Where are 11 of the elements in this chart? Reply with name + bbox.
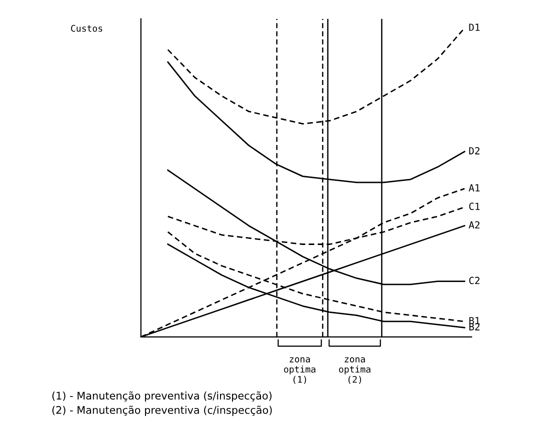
series-label: C1 <box>469 202 480 210</box>
series-label: A2 <box>468 221 480 228</box>
text: (2) - Manutenção preventiva (c/inspecção) <box>52 406 272 416</box>
text: zona optima (2) <box>339 357 370 384</box>
series-label: C2 <box>469 276 480 284</box>
y-axis-title: Custos <box>71 24 102 32</box>
text: (1) - Manutenção preventiva (s/inspecção) <box>52 391 272 402</box>
series-label: A1 <box>468 184 480 192</box>
series-label: D2 <box>469 147 480 154</box>
series-label: D1 <box>469 24 480 31</box>
text: zona optima (1) <box>284 357 316 384</box>
